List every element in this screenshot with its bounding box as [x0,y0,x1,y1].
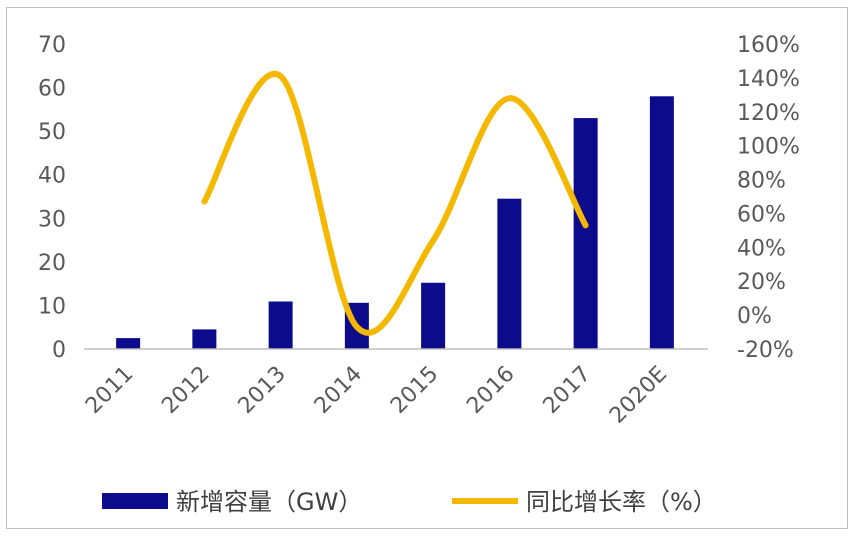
x-tick-label: 2020E [605,362,672,429]
x-tick-label: 2011 [81,362,138,419]
right-tick-label: 160% [737,33,800,58]
growth-rate-line [201,70,589,336]
x-tick-label: 2015 [386,362,443,419]
legend-label-capacity: 新增容量（GW） [176,488,362,516]
right-tick-label: 0% [737,304,772,329]
left-tick-label: 50 [38,120,66,145]
left-tick-label: 10 [38,294,66,319]
left-tick-label: 60 [38,77,66,102]
right-tick-label: 40% [737,236,786,261]
chart-frame [6,7,848,529]
bar-2016 [497,198,522,349]
x-tick-label: 2012 [157,362,214,419]
right-tick-label: 120% [737,101,800,126]
left-tick-label: 70 [38,33,66,58]
legend-swatch-capacity [102,493,168,509]
left-tick-label: 30 [38,207,66,232]
right-tick-label: 100% [737,135,800,160]
x-axis-ticks: 2011 2012 2013 2014 2015 2016 2017 2020E [81,362,672,429]
bar-2013 [268,301,293,349]
bar-2015 [421,282,446,349]
left-tick-label: 40 [38,164,66,189]
left-tick-label: 20 [38,251,66,276]
bar-2017 [573,118,598,349]
x-tick-label: 2014 [310,362,367,419]
bar-series [116,96,674,350]
x-tick-label: 2017 [539,362,596,419]
legend-label-growth: 同比增长率（%） [526,488,717,516]
legend: 新增容量（GW） 同比增长率（%） [102,488,717,516]
left-tick-label: 0 [52,338,66,363]
x-tick-label: 2013 [234,362,291,419]
x-tick-label: 2016 [462,362,519,419]
bar-2020E [649,96,674,350]
right-tick-label: -20% [737,338,794,363]
bar-2011 [116,338,141,349]
left-axis-ticks: 0 10 20 30 40 50 60 70 [38,33,66,363]
right-tick-label: 20% [737,270,786,295]
right-tick-label: 80% [737,169,786,194]
right-tick-label: 140% [737,67,800,92]
right-tick-label: 60% [737,202,786,227]
right-axis-ticks: -20% 0% 20% 40% 60% 80% 100% 120% 140% 160% [737,33,800,363]
bar-2012 [192,329,217,349]
